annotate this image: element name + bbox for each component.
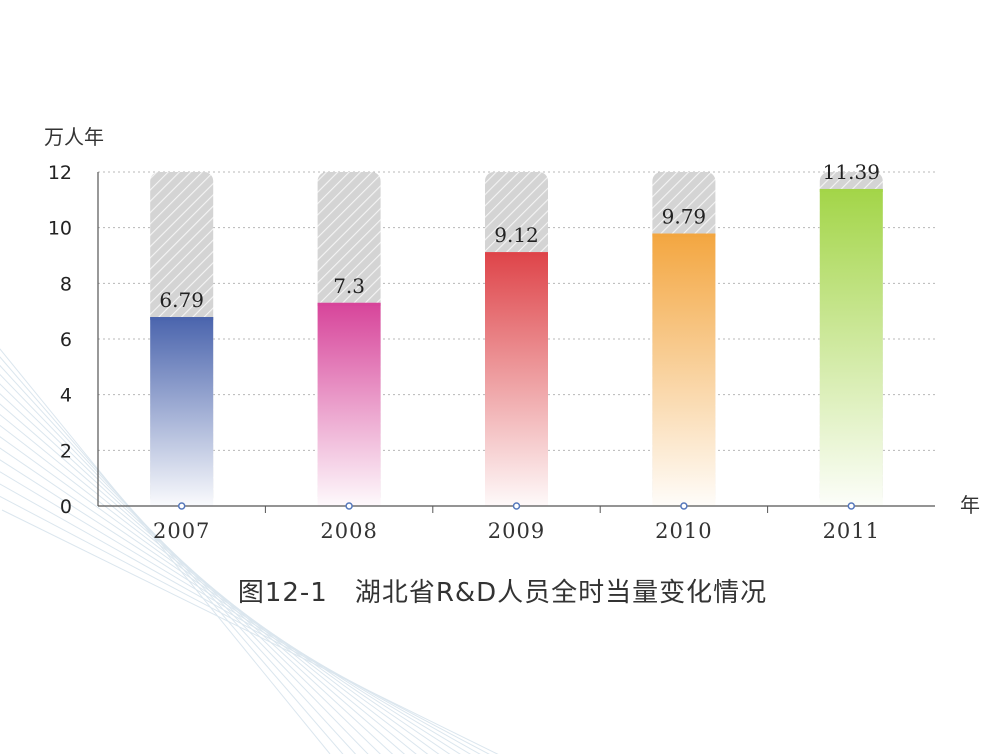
x-axis-label: 年 <box>960 493 980 517</box>
deco-line <box>0 495 490 754</box>
bar-top-edge <box>317 302 381 306</box>
bar-2011 <box>819 188 883 506</box>
data-label: 11.39 <box>823 160 880 184</box>
bar-2008 <box>317 302 381 506</box>
bar-top-edge <box>819 188 883 192</box>
y-tick-label: 2 <box>60 440 72 462</box>
bar-2009 <box>485 252 548 506</box>
x-tick-label: 2009 <box>488 519 545 543</box>
data-label: 9.79 <box>662 205 707 229</box>
axis-marker <box>512 502 521 510</box>
axis-marker <box>847 502 856 510</box>
data-label: 6.79 <box>159 288 204 312</box>
y-tick-label: 10 <box>48 218 72 240</box>
bar-2007 <box>150 317 214 506</box>
chart-caption: 图12-1 湖北省R&D人员全时当量变化情况 <box>237 578 768 608</box>
bar-top-edge <box>150 317 214 321</box>
y-tick-label: 12 <box>48 162 72 184</box>
data-label: 9.12 <box>494 223 539 247</box>
x-tick-label: 2007 <box>153 519 210 543</box>
tick-labels: 0 2 4 6 8 10 12 2007 2008 2009 2010 2011 <box>48 162 880 543</box>
y-tick-label: 6 <box>60 329 72 351</box>
y-tick-label: 8 <box>60 273 72 295</box>
deco-line <box>0 424 429 754</box>
y-tick-label: 4 <box>60 385 72 407</box>
axis-marker <box>177 502 186 510</box>
deco-line <box>0 459 461 754</box>
deco-line <box>0 413 417 754</box>
y-tick-label: 0 <box>60 496 72 518</box>
bar-top-edge <box>485 252 548 256</box>
x-tick-label: 2010 <box>655 519 712 543</box>
bars: 6.79 7.3 9.12 9.79 11.39 <box>150 160 883 507</box>
deco-line <box>0 403 406 754</box>
deco-line <box>1 509 499 754</box>
bar-top-edge <box>652 233 716 237</box>
deco-line <box>0 483 481 754</box>
x-tick-label: 2011 <box>823 519 880 543</box>
deco-line <box>0 471 471 754</box>
y-axis-label: 万人年 <box>44 125 104 149</box>
axis-marker <box>345 502 353 510</box>
bar-2010 <box>652 233 716 507</box>
deco-line <box>0 436 440 754</box>
axis-marker <box>680 502 688 510</box>
deco-line <box>0 447 451 754</box>
data-label: 7.3 <box>333 274 365 298</box>
axes <box>97 172 935 513</box>
x-tick-label: 2008 <box>320 519 377 543</box>
